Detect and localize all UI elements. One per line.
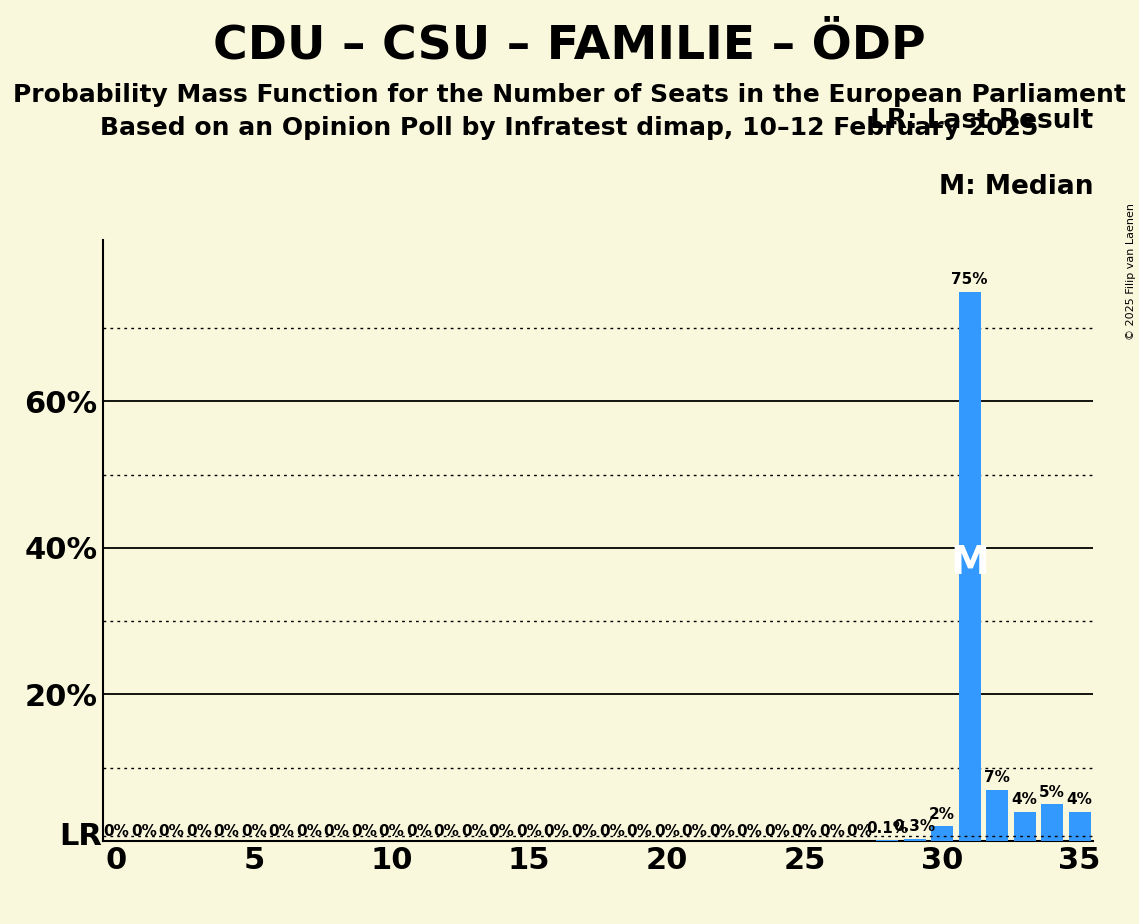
Text: 0%: 0%	[241, 823, 267, 839]
Text: 0.1%: 0.1%	[866, 821, 908, 835]
Text: 0%: 0%	[461, 823, 487, 839]
Text: 0%: 0%	[186, 823, 212, 839]
Bar	[1041, 804, 1063, 841]
Text: 0%: 0%	[543, 823, 570, 839]
Bar	[931, 826, 953, 841]
Text: 0%: 0%	[792, 823, 818, 839]
Text: 75%: 75%	[951, 272, 988, 287]
Bar	[1014, 811, 1035, 841]
Text: LR: Last Result: LR: Last Result	[870, 108, 1093, 134]
Text: 0%: 0%	[434, 823, 459, 839]
Text: 0%: 0%	[351, 823, 377, 839]
Text: 0%: 0%	[213, 823, 239, 839]
Text: LR: LR	[59, 822, 103, 851]
Text: 0%: 0%	[104, 823, 129, 839]
Text: M: M	[950, 543, 989, 581]
Text: 0%: 0%	[158, 823, 185, 839]
Text: 2%: 2%	[929, 807, 954, 821]
Text: M: Median: M: Median	[939, 174, 1093, 201]
Text: 0%: 0%	[599, 823, 624, 839]
Bar	[1068, 811, 1091, 841]
Text: 0.3%: 0.3%	[893, 820, 935, 834]
Text: 0%: 0%	[323, 823, 350, 839]
Text: 0%: 0%	[626, 823, 653, 839]
Bar	[903, 839, 926, 841]
Text: 0%: 0%	[708, 823, 735, 839]
Text: 0%: 0%	[819, 823, 845, 839]
Text: 0%: 0%	[489, 823, 515, 839]
Text: 4%: 4%	[1011, 792, 1038, 808]
Text: 0%: 0%	[681, 823, 707, 839]
Text: Probability Mass Function for the Number of Seats in the European Parliament: Probability Mass Function for the Number…	[13, 83, 1126, 107]
Text: 0%: 0%	[572, 823, 597, 839]
Text: 0%: 0%	[516, 823, 542, 839]
Text: 4%: 4%	[1067, 792, 1092, 808]
Bar	[986, 790, 1008, 841]
Text: 0%: 0%	[131, 823, 157, 839]
Text: 5%: 5%	[1039, 784, 1065, 800]
Text: 0%: 0%	[269, 823, 294, 839]
Text: 0%: 0%	[407, 823, 432, 839]
Text: 0%: 0%	[764, 823, 789, 839]
Text: 0%: 0%	[378, 823, 404, 839]
Text: CDU – CSU – FAMILIE – ÖDP: CDU – CSU – FAMILIE – ÖDP	[213, 23, 926, 68]
Text: 0%: 0%	[737, 823, 762, 839]
Text: 0%: 0%	[654, 823, 680, 839]
Text: 0%: 0%	[846, 823, 872, 839]
Text: 7%: 7%	[984, 771, 1010, 785]
Text: Based on an Opinion Poll by Infratest dimap, 10–12 February 2025: Based on an Opinion Poll by Infratest di…	[100, 116, 1039, 140]
Text: 0%: 0%	[296, 823, 322, 839]
Bar	[959, 291, 981, 841]
Text: © 2025 Filip van Laenen: © 2025 Filip van Laenen	[1125, 203, 1136, 340]
